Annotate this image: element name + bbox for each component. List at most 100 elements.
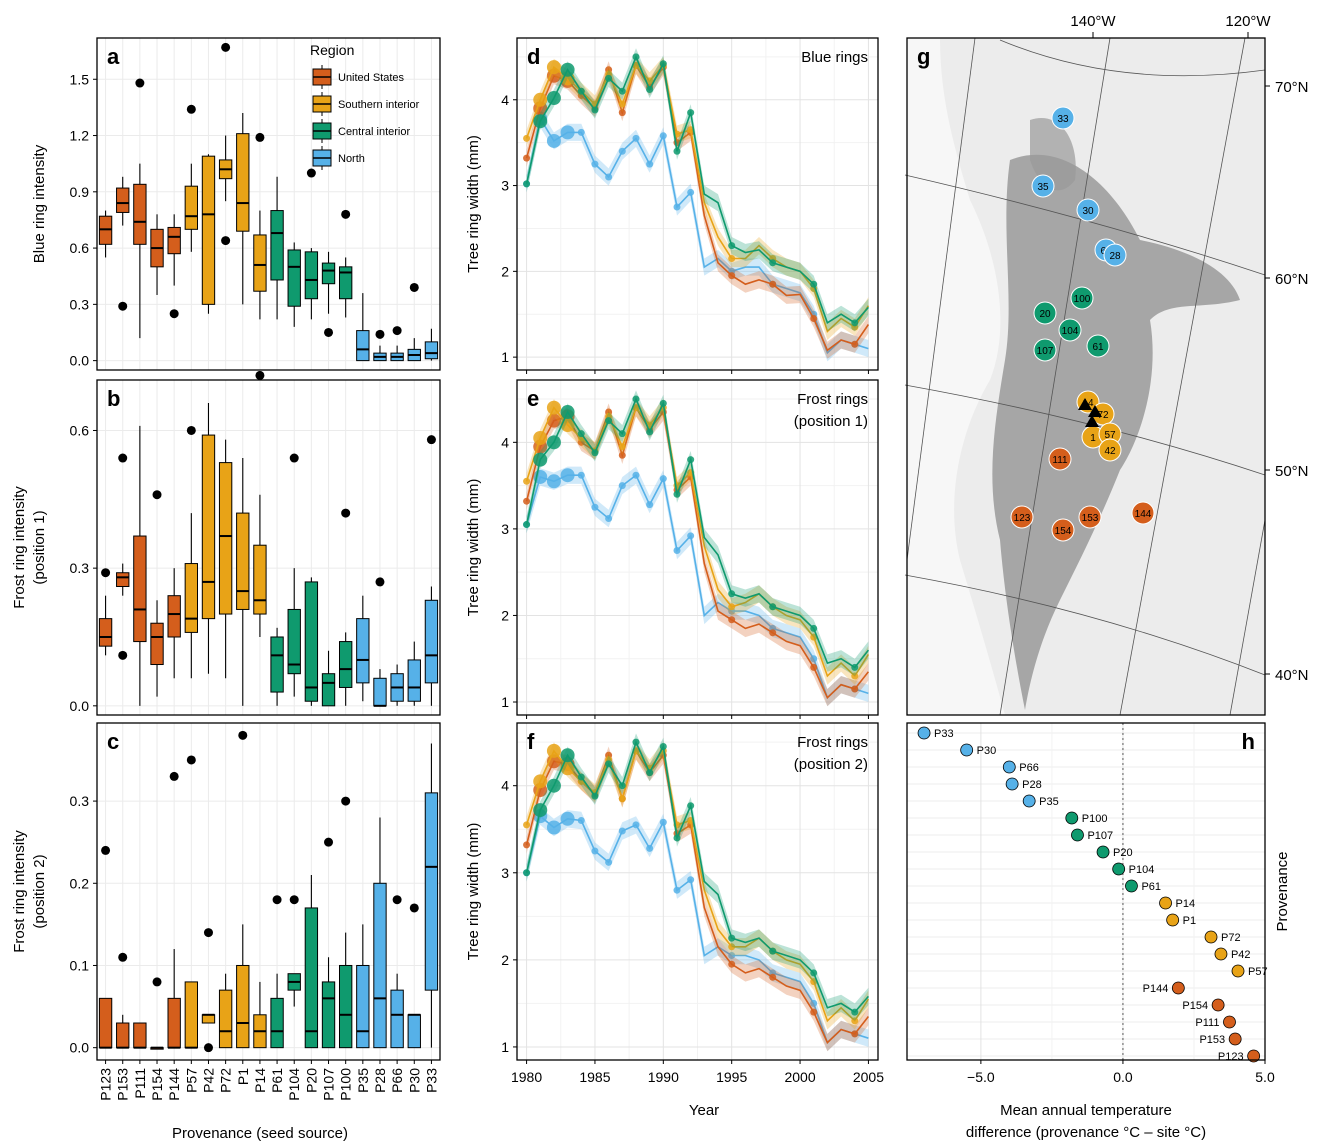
panel-frame bbox=[906, 722, 1266, 1061]
point-label-P20: P20 bbox=[1113, 847, 1133, 859]
point-north bbox=[687, 532, 695, 540]
point-P33 bbox=[917, 726, 931, 740]
panel-f-frost-ring-pos2-growth: 1 2 3 4 1980 1985 1990 1995 2000 2005 f Frost rings… bbox=[465, 722, 884, 1085]
latitude-label: 60°N bbox=[1275, 271, 1309, 288]
point-north bbox=[546, 133, 561, 148]
box-P20 bbox=[304, 907, 319, 1049]
point-southern-interior bbox=[533, 92, 548, 107]
x-axis-label-line2: difference (provenance °C – site °C) bbox=[966, 1124, 1206, 1141]
point-P42 bbox=[1214, 947, 1228, 961]
box-xlabel: Provenance (seed source) bbox=[172, 1125, 348, 1142]
point-southern-interior bbox=[810, 633, 818, 641]
tick-label-x-P104: P104 bbox=[286, 1068, 302, 1101]
point-central-interior bbox=[673, 834, 681, 842]
point-north bbox=[673, 886, 681, 894]
box-P28 bbox=[373, 677, 387, 707]
point-north bbox=[673, 547, 681, 555]
tick-label-y: 1 bbox=[501, 1039, 509, 1055]
tick-label-x-P123: P123 bbox=[98, 1068, 114, 1101]
latitude-label: 50°N bbox=[1275, 463, 1309, 480]
point-southern-interior bbox=[728, 254, 736, 262]
box-P144 bbox=[167, 226, 181, 255]
point-central-interior bbox=[687, 109, 695, 117]
ribbon-central-interior bbox=[526, 390, 869, 676]
point-label-P57: P57 bbox=[1248, 966, 1268, 978]
point-central-interior bbox=[673, 147, 681, 155]
outlier-P57 bbox=[186, 425, 196, 435]
outlier-P154 bbox=[152, 490, 162, 500]
tick-label-x: 5.0 bbox=[1255, 1069, 1275, 1085]
tick-label-y: 0.0 bbox=[70, 1040, 90, 1056]
tick-label-y: 3 bbox=[501, 865, 509, 881]
point-P154 bbox=[1211, 998, 1225, 1012]
point-north bbox=[546, 820, 561, 835]
point-label-P30: P30 bbox=[977, 745, 997, 757]
outlier-P100 bbox=[341, 796, 351, 806]
point-southern-interior bbox=[533, 774, 548, 789]
point-label-P72: P72 bbox=[1221, 932, 1241, 944]
box-P111 bbox=[133, 1022, 147, 1049]
site-label-57: 57 bbox=[1104, 430, 1116, 441]
point-north bbox=[810, 655, 818, 663]
outlier-P30 bbox=[409, 282, 419, 292]
point-north bbox=[577, 817, 585, 825]
box-P153 bbox=[116, 572, 130, 588]
panel-title-line2: (position 2) bbox=[794, 756, 868, 773]
point-southern-interior bbox=[632, 404, 640, 412]
point-central-interior bbox=[851, 663, 859, 671]
y-axis-label: Frost ring intensity bbox=[11, 486, 28, 609]
point-P72 bbox=[1204, 930, 1218, 944]
box-P100 bbox=[339, 964, 353, 1049]
y-axis-label: Blue ring intensity bbox=[31, 144, 48, 263]
point-north bbox=[659, 818, 667, 826]
tick-label-y: 1.2 bbox=[70, 128, 90, 144]
outlier-P111 bbox=[135, 78, 145, 88]
point-central-interior bbox=[851, 319, 859, 327]
box-P153 bbox=[116, 1022, 130, 1049]
panel-b-frost-ring-pos1-boxplot: 0.0 0.3 0.6 b Frost ring intensity (position … bbox=[11, 370, 441, 716]
box-P104 bbox=[287, 249, 301, 307]
x-axis-label: Mean annual temperature bbox=[1000, 1102, 1172, 1119]
point-central-interior bbox=[769, 603, 777, 611]
ribbon-central-interior bbox=[526, 733, 869, 1021]
point-central-interior bbox=[591, 792, 599, 800]
tick-label-x-P14: P14 bbox=[252, 1068, 268, 1093]
outlier-P66 bbox=[392, 326, 402, 336]
point-label-P61: P61 bbox=[1141, 881, 1161, 893]
point-united-states bbox=[523, 154, 531, 162]
point-central-interior bbox=[560, 748, 575, 763]
point-united-states bbox=[523, 841, 531, 849]
legend-label: United States bbox=[338, 72, 405, 84]
point-southern-interior bbox=[533, 430, 548, 445]
box-P57 bbox=[184, 981, 198, 1049]
box-P28 bbox=[373, 882, 387, 1049]
point-P66 bbox=[1002, 760, 1016, 774]
outlier-P28 bbox=[375, 329, 385, 339]
outlier-P14 bbox=[255, 370, 265, 380]
site-marker-20 bbox=[1033, 301, 1057, 325]
panel-title-line2: (position 1) bbox=[794, 413, 868, 430]
point-central-interior bbox=[687, 456, 695, 464]
panel-a-blue-ring-boxplot: 0.0 0.3 0.6 0.9 1.2 1.5 a Blue ring intensity bbox=[31, 37, 441, 371]
point-southern-interior bbox=[523, 134, 531, 142]
site-marker-42 bbox=[1098, 438, 1122, 462]
site-marker-123 bbox=[1010, 505, 1034, 529]
site-marker-33 bbox=[1051, 106, 1075, 130]
tick-label-y: 0.3 bbox=[70, 793, 90, 809]
graticule-meridian bbox=[1119, 37, 1246, 716]
point-central-interior bbox=[533, 803, 548, 818]
panel-g-map: g140°W120°W70°N60°N50°N40°N3335306628100… bbox=[904, 13, 1309, 716]
point-north bbox=[659, 132, 667, 140]
longitude-label: 140°W bbox=[1070, 13, 1116, 30]
box-P100 bbox=[339, 641, 353, 688]
site-label-61: 61 bbox=[1092, 342, 1104, 353]
point-label-P144: P144 bbox=[1143, 983, 1169, 995]
panel-letter: g bbox=[917, 44, 930, 69]
site-marker-153 bbox=[1078, 505, 1102, 529]
point-central-interior bbox=[810, 969, 818, 977]
site-marker-28 bbox=[1103, 243, 1127, 267]
point-P144 bbox=[1171, 981, 1185, 995]
outlier-P154 bbox=[152, 977, 162, 987]
point-central-interior bbox=[687, 802, 695, 810]
longitude-label: 120°W bbox=[1225, 13, 1271, 30]
